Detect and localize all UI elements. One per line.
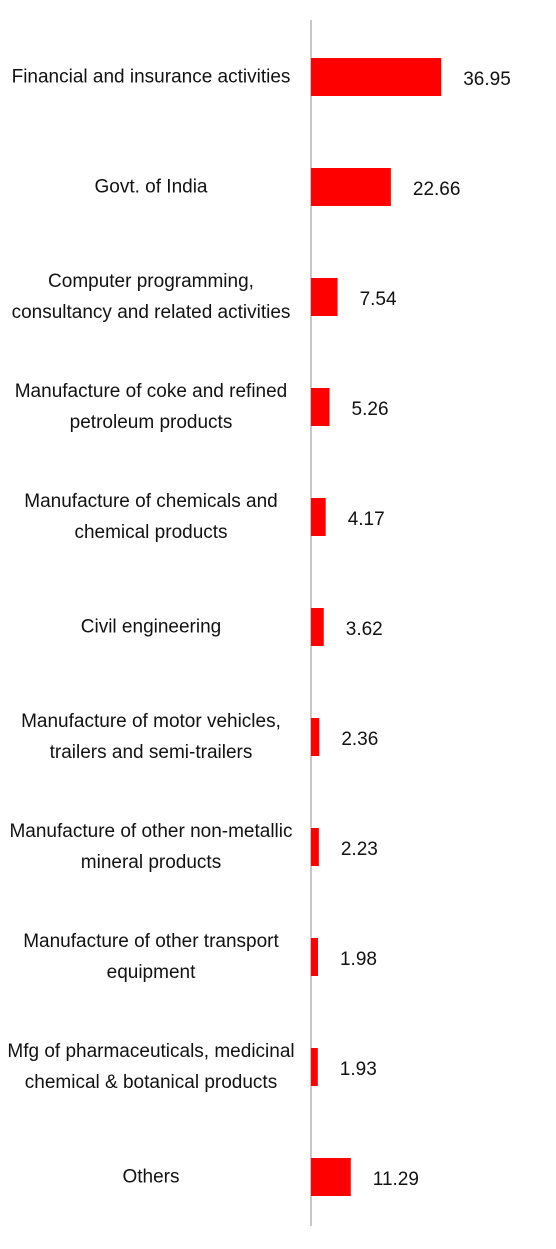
category-label: Manufacture of other transport equipment [23,931,279,983]
value-label: 11.29 [373,1169,419,1190]
value-label: 2.23 [341,839,378,860]
value-label: 7.54 [360,289,397,310]
bar [311,608,324,646]
category-label: Computer programming, consultancy and re… [11,271,291,323]
category-label: Manufacture of motor vehicles, trailers … [21,711,281,763]
bar [311,1158,351,1196]
value-label: 1.98 [340,949,377,970]
value-label: 2.36 [341,729,378,750]
value-label: 1.93 [340,1059,377,1080]
category-label: Manufacture of chemicals and chemical pr… [24,491,278,543]
value-label: 22.66 [413,179,461,200]
value-label: 4.17 [348,509,385,530]
bar [311,388,330,426]
bar [311,828,319,866]
category-label: Govt. of India [94,176,208,198]
bar [311,498,326,536]
value-label: 5.26 [352,399,389,420]
category-label: Manufacture of coke and refined petroleu… [14,381,288,433]
value-label: 3.62 [346,619,383,640]
bar [311,1048,318,1086]
category-label: Civil engineering [80,616,222,638]
category-label: Mfg of pharmaceuticals, medicinal chemic… [7,1041,295,1093]
bar [311,278,338,316]
category-label: Manufacture of other non-metallic minera… [9,821,293,873]
bar [311,718,320,756]
category-label: Others [122,1166,180,1188]
category-label: Financial and insurance activities [11,66,291,88]
bar [311,938,318,976]
bar [311,58,442,96]
value-label: 36.95 [463,69,511,90]
bar [311,168,391,206]
